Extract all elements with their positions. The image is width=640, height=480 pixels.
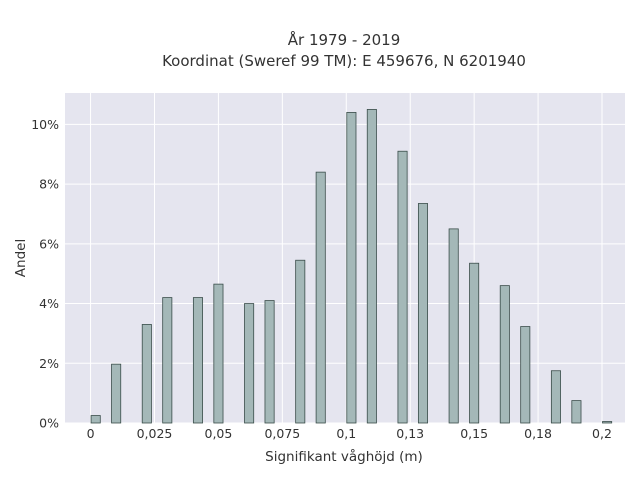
x-tick-label-7: 0,18 [524,426,552,441]
x-tick-label-4: 0,1 [336,426,356,441]
bar-2 [141,324,152,424]
x-axis-title: Signifikant våghöjd (m) [265,448,423,465]
y-axis-title: Andel [13,239,29,277]
bar-15 [469,262,480,424]
bar-3 [162,297,173,424]
x-tick-label-5: 0,13 [396,426,424,441]
x-tick-label-3: 0,075 [264,426,300,441]
y-tick-label-3: 6% [39,236,59,251]
bar-14 [448,228,459,424]
x-axis-ticks: 0 0,025 0,05 0,075 0,1 0,13 0,15 0,18 0,2 [87,426,612,441]
bar-10 [346,112,357,424]
x-tick-label-8: 0,2 [592,426,612,441]
x-tick-label-1: 0,025 [137,426,173,441]
bar-0 [90,415,101,424]
bar-4 [192,297,203,424]
grid-lines [65,93,625,424]
bar-7 [264,300,275,424]
bar-1 [111,363,122,424]
bar-17 [520,326,531,424]
bar-20 [602,421,613,424]
bar-9 [315,171,326,424]
bar-12 [397,150,408,424]
x-tick-label-2: 0,05 [205,426,233,441]
bar-6 [244,303,255,424]
y-tick-label-0: 0% [39,416,59,431]
bar-18 [550,370,561,424]
y-axis-ticks: 0% 2% 4% 6% 8% 10% [31,117,59,431]
plot-area [65,93,625,423]
y-tick-label-4: 8% [39,177,59,192]
bar-8 [295,259,306,424]
bar-5 [213,283,224,424]
chart-title-line-1: År 1979 - 2019 [288,30,401,49]
y-tick-label-1: 2% [39,356,59,371]
bar-13 [417,203,428,424]
bar-16 [499,285,510,424]
bars-group [90,109,613,424]
y-tick-label-2: 4% [39,296,59,311]
bar-11 [366,109,377,424]
x-tick-label-6: 0,15 [460,426,488,441]
x-tick-label-0: 0 [87,426,95,441]
bar-19 [571,400,582,424]
y-tick-label-5: 10% [31,117,59,132]
chart-title-line-2: Koordinat (Sweref 99 TM): E 459676, N 62… [162,52,526,70]
